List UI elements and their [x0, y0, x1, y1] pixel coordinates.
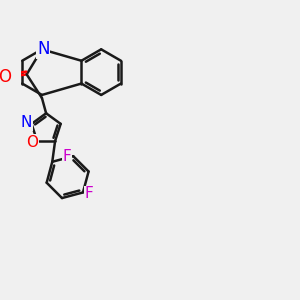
Text: F: F — [63, 149, 71, 164]
Text: F: F — [85, 186, 93, 201]
Text: O: O — [0, 68, 11, 86]
Text: N: N — [21, 115, 32, 130]
Text: N: N — [37, 40, 50, 58]
Text: O: O — [26, 135, 38, 150]
